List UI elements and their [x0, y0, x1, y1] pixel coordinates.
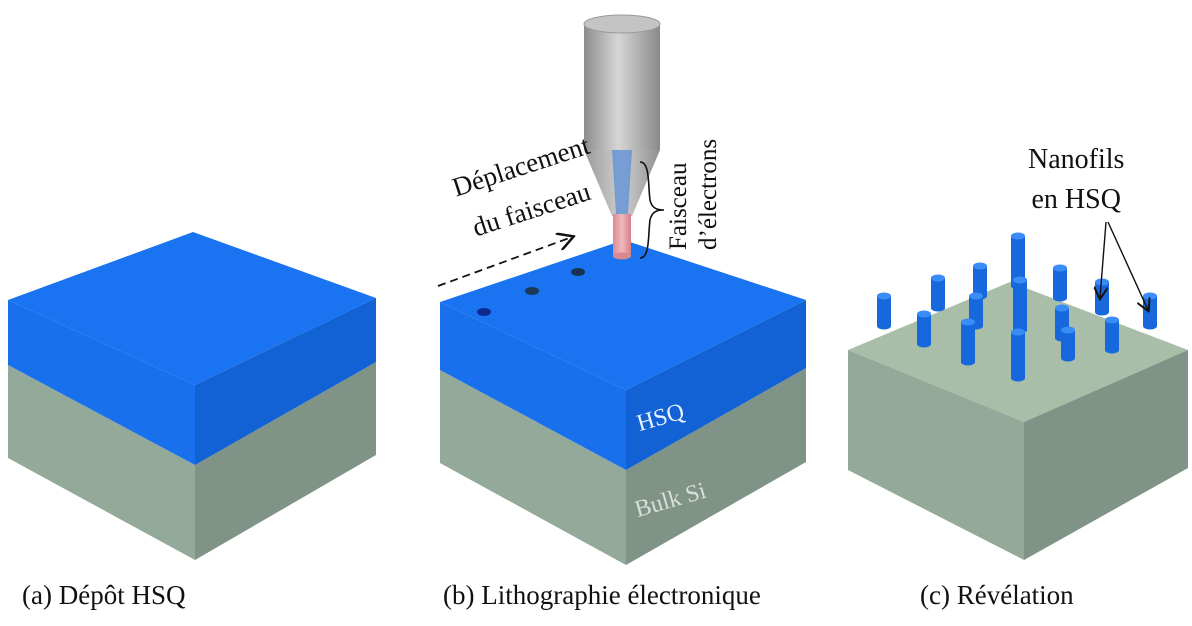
gun-cylinder-top: [583, 14, 661, 34]
gun-cone-beam: [612, 150, 632, 214]
nanowire-top: [1061, 326, 1075, 334]
nanowire: [1095, 282, 1109, 316]
nanowire: [917, 314, 931, 348]
nanowire: [1053, 268, 1067, 302]
beam-brace: [639, 161, 665, 259]
nanowire-pointer-arrow: [1100, 221, 1106, 298]
panel-c-si-right-face: [1024, 350, 1188, 560]
nanowire: [1011, 332, 1025, 382]
electron-beam: [613, 214, 631, 256]
nanowire-top: [1053, 264, 1067, 272]
nanowire-label: Nanofils en HSQ: [1028, 140, 1124, 220]
nanowire-top: [969, 292, 983, 300]
nanowire: [1105, 320, 1119, 354]
nanowire-top: [1011, 328, 1025, 336]
nanowire-top: [961, 318, 975, 326]
panel-b-block: [440, 240, 806, 565]
nanowire-top: [973, 262, 987, 270]
nanowire-pointer-arrow: [1107, 221, 1148, 310]
panel-a-hsq-right-face: [195, 298, 376, 465]
beam-spot: [613, 252, 631, 260]
nanowire-top: [1011, 232, 1025, 240]
nanowire: [877, 296, 891, 330]
nanowire-label-line1: Nanofils: [1028, 144, 1125, 175]
nanowire-top: [877, 292, 891, 300]
panel-b-si-right-face: [626, 368, 806, 565]
nanowire-top: [931, 274, 945, 282]
nanowire-top: [1055, 304, 1069, 312]
panel-a-si-right-face: [195, 362, 376, 560]
caption-b: (b) Lithographie électronique: [443, 580, 761, 610]
electron-gun: [583, 14, 661, 260]
nanowire: [961, 322, 975, 366]
caption-a: (a) Dépôt HSQ: [22, 580, 186, 610]
nanowire-label-line2: en HSQ: [1031, 184, 1121, 215]
nanowire-top: [917, 310, 931, 318]
exposed-dot: [525, 287, 539, 295]
nanowire: [1143, 296, 1157, 330]
nanowire-top: [1143, 292, 1157, 300]
panel-c-si-left-face: [848, 350, 1024, 560]
nanowire-top: [1013, 276, 1027, 284]
exposed-dot: [571, 268, 585, 276]
panel-a-block: [8, 232, 376, 560]
beam-label-line1: Faisceau: [665, 162, 692, 250]
exposed-dot: [477, 308, 491, 316]
nanowire-top: [1095, 278, 1109, 286]
nanowire: [1011, 236, 1025, 290]
nanowire: [1061, 330, 1075, 362]
beam-motion-arrow: [437, 237, 572, 287]
nanowire: [1013, 280, 1027, 334]
panel-a-si-left-face: [8, 365, 195, 560]
beam-label-line2: d’électrons: [695, 138, 722, 250]
nanowire-top: [1105, 316, 1119, 324]
nanowire: [931, 278, 945, 312]
beam-label: Faisceau d’électrons: [664, 139, 724, 250]
panel-a-hsq-top-face: [8, 232, 376, 385]
caption-c: (c) Révélation: [920, 580, 1074, 610]
panel-b-hsq-right-face: [626, 300, 806, 470]
nanowire: [973, 266, 987, 300]
panel-a-hsq-left-face: [8, 300, 195, 465]
gun-cylinder: [584, 24, 660, 150]
panel-b-hsq-top-face: [440, 240, 806, 390]
panel-b-hsq-left-face: [440, 302, 626, 470]
panel-b-si-left-face: [440, 370, 626, 565]
